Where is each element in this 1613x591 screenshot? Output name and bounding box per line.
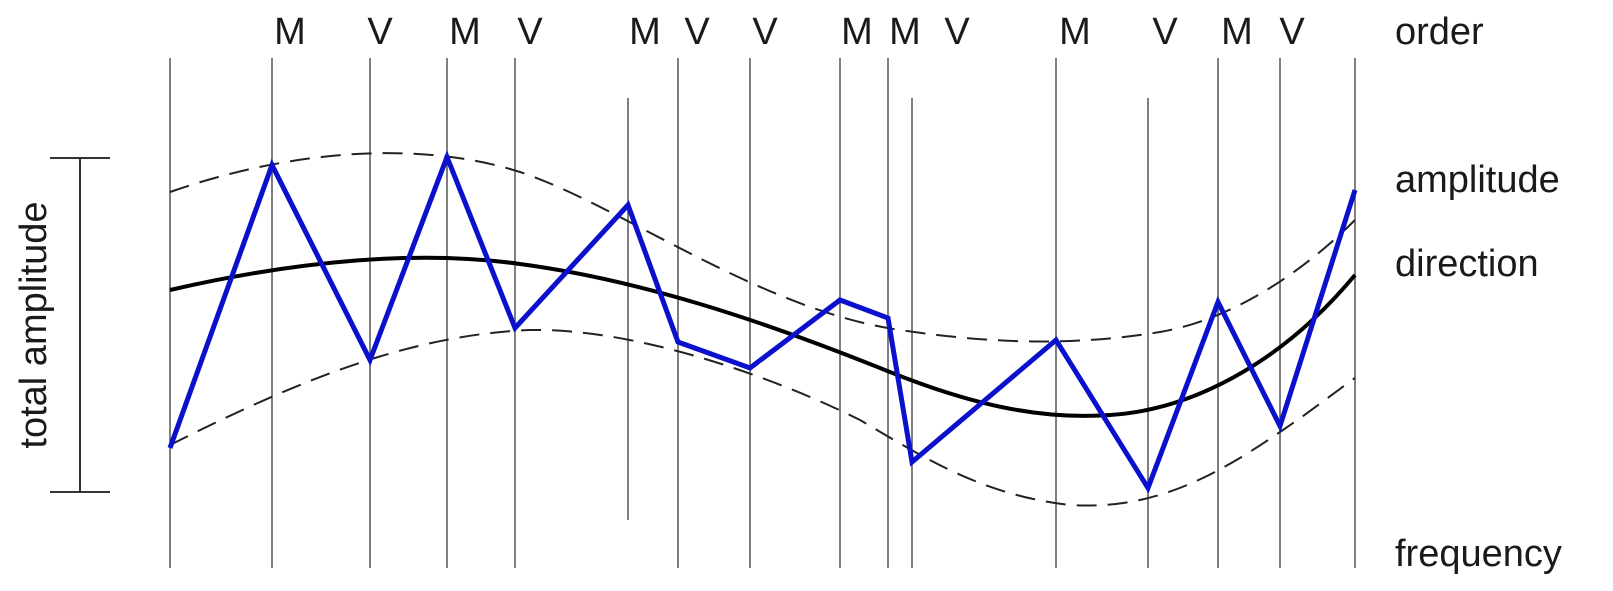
order-label: order bbox=[1395, 11, 1484, 53]
extrema-letter: M bbox=[889, 11, 921, 53]
extrema-letter: V bbox=[367, 11, 393, 53]
direction-label: direction bbox=[1395, 243, 1539, 285]
amplitude-label: amplitude bbox=[1395, 159, 1560, 201]
extrema-letter: V bbox=[944, 11, 970, 53]
upper-envelope-curve bbox=[169, 152, 1356, 343]
extrema-letter: V bbox=[517, 11, 543, 53]
lower-envelope-curve bbox=[169, 328, 1356, 507]
extrema-letter: M bbox=[1221, 11, 1253, 53]
extrema-letter: M bbox=[841, 11, 873, 53]
signal-polyline bbox=[167, 150, 1358, 494]
order-letters: M V M V M V V M M V M V M V bbox=[274, 11, 1305, 53]
extrema-letter: V bbox=[752, 11, 778, 53]
total-amplitude-label: total amplitude bbox=[13, 201, 55, 448]
extrema-letter: M bbox=[1059, 11, 1091, 53]
extrema-letter: M bbox=[274, 11, 306, 53]
extrema-letter: M bbox=[629, 11, 661, 53]
total-amplitude-bracket bbox=[50, 157, 110, 493]
extrema-letter: V bbox=[1152, 11, 1178, 53]
extrema-letter: V bbox=[1279, 11, 1305, 53]
direction-trend-curve bbox=[169, 255, 1357, 418]
extrema-letter: V bbox=[684, 11, 710, 53]
frequency-label: frequency bbox=[1395, 533, 1562, 575]
extrema-letter: M bbox=[449, 11, 481, 53]
